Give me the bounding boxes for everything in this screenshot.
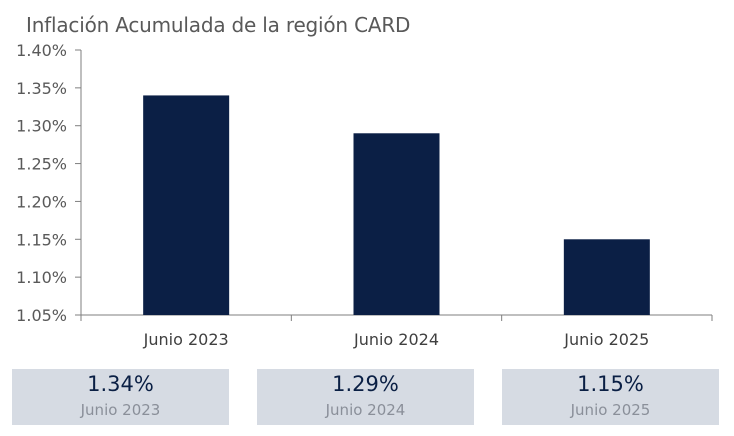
y-tick-label: 1.20% (16, 192, 67, 211)
summary-card-2: 1.29% Junio 2024 (257, 369, 474, 425)
y-tick-label: 1.30% (16, 117, 67, 136)
bar (143, 95, 230, 315)
bar (563, 239, 650, 315)
chart-title: Inflación Acumulada de la región CARD (26, 13, 411, 37)
y-tick-label: 1.35% (16, 79, 67, 98)
summary-label-3: Junio 2025 (570, 401, 651, 419)
x-tick-label: Junio 2023 (143, 330, 229, 349)
y-tick-label: 1.05% (16, 306, 67, 325)
bar (353, 133, 440, 315)
y-tick-label: 1.15% (16, 230, 67, 249)
y-tick-label: 1.25% (16, 155, 67, 174)
summary-label-2: Junio 2024 (325, 401, 406, 419)
summary-value-1: 1.34% (87, 372, 154, 396)
y-tick-label: 1.10% (16, 268, 67, 287)
y-tick-label: 1.40% (16, 41, 67, 60)
summary-value-2: 1.29% (332, 372, 399, 396)
x-tick-label: Junio 2024 (353, 330, 439, 349)
summary-label-1: Junio 2023 (80, 401, 161, 419)
x-tick-label: Junio 2025 (563, 330, 649, 349)
summary-card-1: 1.34% Junio 2023 (12, 369, 229, 425)
summary-card-3: 1.15% Junio 2025 (502, 369, 719, 425)
summary-value-3: 1.15% (577, 372, 644, 396)
bar-chart: 1.05% 1.10% 1.15% 1.20% 1.25% 1.30% 1.35% 1.40%… (16, 41, 713, 349)
